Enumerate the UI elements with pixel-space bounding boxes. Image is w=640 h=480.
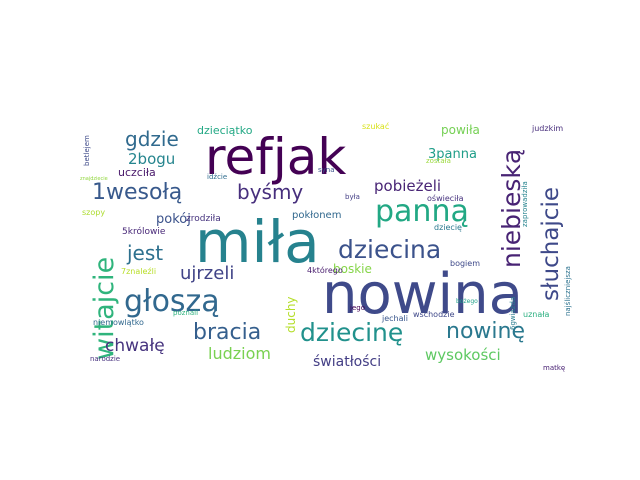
word-1wesola: 1wesołą [92, 180, 182, 205]
word-chwale: chwałę [105, 336, 165, 356]
word-jest: jest [126, 241, 163, 265]
word-bozego: bożego [456, 298, 478, 305]
word-glosza: głoszą [124, 284, 220, 319]
word-4ktorego: 4którego [307, 265, 343, 275]
word-zostala: została [426, 157, 451, 165]
word-poznali: poznali [173, 309, 198, 317]
word-pobiezeli: pobieżeli [374, 177, 441, 195]
word-jechali: jechali [381, 314, 408, 323]
word-szopy: szopy [82, 208, 105, 217]
word-2bogu: 2bogu [128, 150, 175, 168]
word-najsliczniejsza: najśliczniejsza [564, 266, 572, 316]
word-5krolowie: 5królowie [122, 226, 166, 237]
word-betlejem: betlejem [83, 135, 91, 166]
word-znajdziecie: znajdziecie [80, 176, 108, 182]
word-boskie: boskie [333, 262, 372, 276]
word-powila: powiła [441, 123, 480, 137]
word-niemowlatko: niemowlątko [93, 318, 144, 327]
word-narodzie: narodzie [90, 355, 120, 363]
word-ujrzeli: ujrzeli [180, 263, 234, 284]
word-zrodzila: zrodziła [186, 214, 221, 224]
word-sluchajcie: słuchajcie [538, 187, 564, 301]
word-poklonem: pokłonem [292, 210, 341, 221]
word-dziecie: dziecię [434, 223, 462, 232]
word-pokoj: pokój [156, 212, 191, 227]
word-dziecine: dziecinę [300, 318, 403, 347]
word-nowine: nowinę [446, 319, 525, 344]
word-6gwiazda: 6gwiazda [509, 297, 517, 330]
word-swiatlosci: światłości [313, 354, 381, 370]
word-duchy: duchy [284, 296, 298, 333]
word-byla: była [345, 193, 360, 201]
word-gdzie: gdzie [125, 127, 179, 151]
word-mila: miła [195, 208, 320, 276]
word-dziecina: dziecina [338, 235, 441, 264]
word-niebieska: niebieską [497, 149, 526, 268]
word-7znalezli: 7znaleźli [121, 267, 156, 276]
word-idzcie: idźcie [207, 173, 227, 181]
word-syna: syna [318, 166, 335, 174]
word-3panna: 3panna [428, 147, 477, 162]
word-bogiem: bogiem [450, 259, 480, 268]
word-uznala: uznała [523, 310, 550, 319]
word-jego: jego [349, 304, 365, 312]
word-wysokosci: wysokości [425, 346, 501, 364]
word-matke: matkę [543, 364, 565, 372]
word-wschodzie: wschodzie [413, 310, 455, 319]
word-zaprowadzila: zaprowadziła [521, 181, 529, 227]
word-szukac: szukać [362, 121, 389, 131]
word-ludziom: ludziom [208, 344, 271, 363]
word-oswiecila: oświeciła [427, 193, 464, 203]
word-bysmy: byśmy [237, 180, 303, 204]
word-nowina: nowina [322, 262, 523, 327]
word-bracia: bracia [193, 320, 261, 345]
word-uczcila: uczciła [118, 166, 156, 179]
word-witajcie: witajcie [89, 257, 120, 360]
word-judzkim: judzkim [531, 124, 563, 133]
cloud-background [81, 118, 559, 359]
word-refjak: refjak [205, 128, 346, 186]
word-panna: panną [375, 194, 469, 229]
word-dzieciatko: dzieciątko [197, 124, 253, 137]
